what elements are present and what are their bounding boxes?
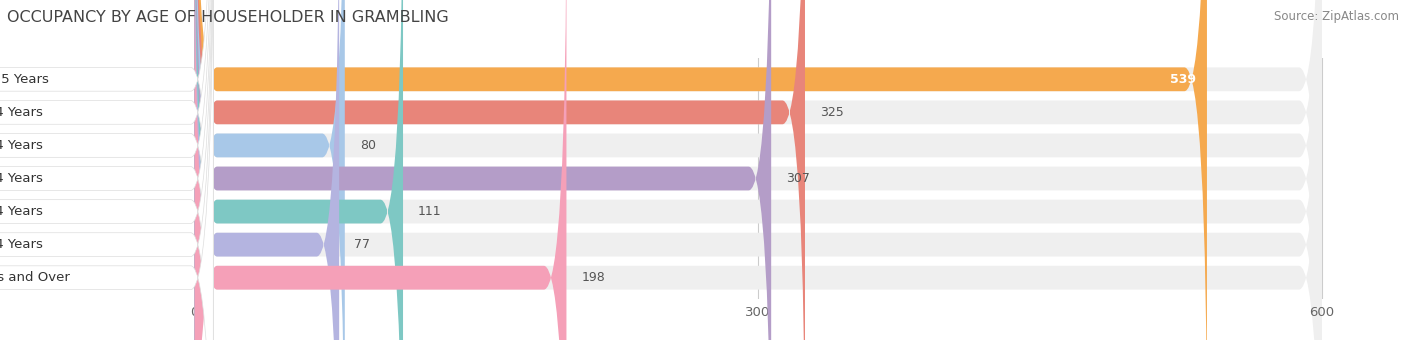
FancyBboxPatch shape (194, 0, 1322, 340)
FancyBboxPatch shape (0, 0, 214, 340)
FancyBboxPatch shape (194, 0, 339, 340)
Text: 539: 539 (1170, 73, 1195, 86)
FancyBboxPatch shape (194, 0, 344, 340)
FancyBboxPatch shape (194, 0, 1322, 340)
Text: Under 35 Years: Under 35 Years (0, 73, 49, 86)
Text: Source: ZipAtlas.com: Source: ZipAtlas.com (1274, 10, 1399, 23)
FancyBboxPatch shape (194, 0, 806, 340)
FancyBboxPatch shape (0, 0, 214, 340)
Text: 307: 307 (786, 172, 810, 185)
Text: 198: 198 (582, 271, 605, 284)
Text: 85 Years and Over: 85 Years and Over (0, 271, 70, 284)
Text: 111: 111 (418, 205, 441, 218)
Text: 325: 325 (820, 106, 844, 119)
FancyBboxPatch shape (194, 0, 1206, 340)
Text: 77: 77 (354, 238, 370, 251)
FancyBboxPatch shape (194, 0, 1322, 340)
FancyBboxPatch shape (194, 0, 404, 340)
Text: 45 to 54 Years: 45 to 54 Years (0, 139, 44, 152)
FancyBboxPatch shape (194, 0, 1322, 340)
Text: 55 to 64 Years: 55 to 64 Years (0, 172, 44, 185)
FancyBboxPatch shape (194, 0, 1322, 340)
FancyBboxPatch shape (0, 0, 214, 340)
FancyBboxPatch shape (194, 0, 567, 340)
FancyBboxPatch shape (194, 0, 1322, 340)
Text: 65 to 74 Years: 65 to 74 Years (0, 205, 44, 218)
FancyBboxPatch shape (194, 0, 770, 340)
Text: 80: 80 (360, 139, 375, 152)
FancyBboxPatch shape (194, 0, 1322, 340)
Text: OCCUPANCY BY AGE OF HOUSEHOLDER IN GRAMBLING: OCCUPANCY BY AGE OF HOUSEHOLDER IN GRAMB… (7, 10, 449, 25)
FancyBboxPatch shape (0, 0, 214, 340)
FancyBboxPatch shape (0, 0, 214, 340)
FancyBboxPatch shape (0, 0, 214, 340)
FancyBboxPatch shape (0, 0, 214, 340)
Text: 75 to 84 Years: 75 to 84 Years (0, 238, 44, 251)
Text: 35 to 44 Years: 35 to 44 Years (0, 106, 44, 119)
